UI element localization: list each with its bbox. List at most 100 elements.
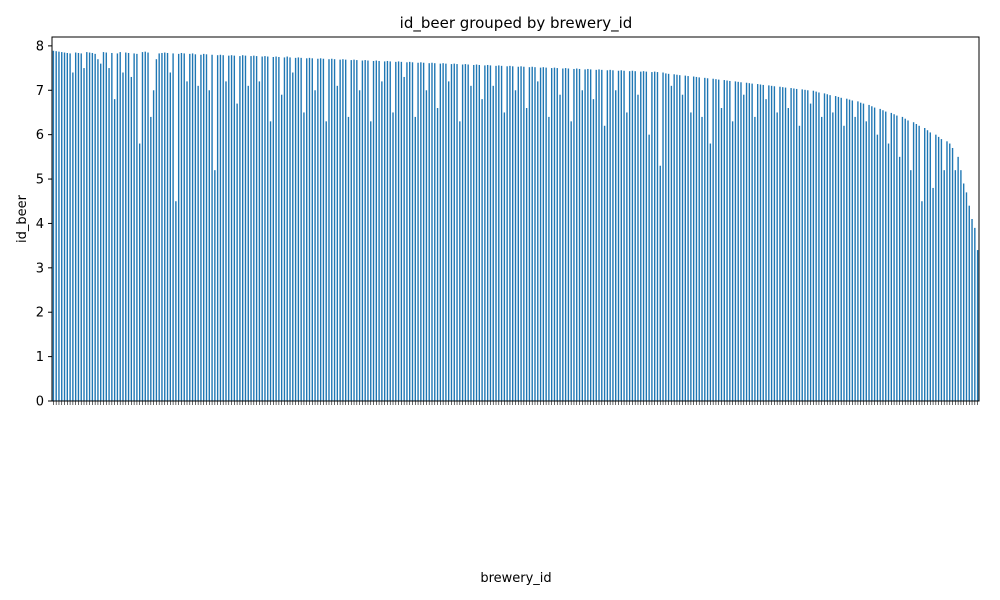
bar [670, 85, 673, 401]
bar [576, 68, 578, 402]
bar [578, 68, 581, 402]
bar [473, 64, 475, 401]
bar [720, 108, 723, 402]
bar [289, 57, 291, 402]
bar [779, 86, 781, 401]
bar [756, 84, 759, 402]
chart-title: id_beer grouped by brewery_id [400, 14, 633, 33]
bar [615, 90, 617, 402]
bar [976, 250, 979, 401]
bar [194, 54, 197, 402]
bar [439, 63, 442, 401]
bar [837, 96, 840, 402]
y-tick-label: 6 [36, 128, 44, 143]
bar [890, 112, 892, 401]
bar [122, 72, 124, 401]
bar [935, 134, 937, 401]
bar [642, 71, 645, 402]
bar [447, 81, 450, 401]
bar [762, 84, 764, 401]
bar [879, 108, 881, 401]
bar [381, 81, 383, 401]
bar [216, 55, 219, 401]
bar [250, 56, 252, 402]
bar [203, 53, 205, 402]
bar [951, 147, 954, 401]
bar [949, 143, 951, 402]
bar [537, 81, 539, 401]
bar [461, 64, 464, 402]
bar [442, 63, 444, 401]
bar [300, 57, 302, 402]
bar [222, 55, 224, 401]
bar [498, 65, 500, 401]
bar [965, 192, 968, 401]
bar [584, 69, 586, 402]
bar [267, 56, 269, 401]
bar [311, 58, 313, 402]
bar [403, 76, 405, 401]
bar [684, 75, 686, 402]
bar [342, 59, 344, 401]
bar [690, 112, 692, 402]
bar [361, 60, 364, 401]
bar [150, 116, 152, 402]
bar [840, 97, 842, 401]
bar [272, 56, 274, 401]
bar [350, 60, 352, 401]
bar [743, 94, 745, 402]
bar [912, 122, 915, 401]
bar [729, 80, 731, 401]
bar [784, 87, 787, 401]
bar [859, 102, 862, 401]
bar [587, 68, 589, 402]
bar [542, 67, 545, 401]
bar [795, 88, 798, 401]
bar [333, 59, 336, 401]
bar [940, 139, 943, 401]
bar [80, 53, 82, 402]
bar [233, 55, 236, 401]
bar [94, 53, 96, 402]
y-tick-label: 4 [36, 217, 44, 232]
bar [280, 94, 283, 402]
bar [748, 83, 751, 402]
bar [127, 52, 130, 401]
bar [871, 106, 873, 401]
bar [111, 52, 113, 401]
bar [367, 60, 369, 401]
bar [581, 90, 583, 402]
bar [456, 64, 458, 401]
bar [687, 76, 689, 401]
bar [228, 55, 230, 401]
bar [893, 114, 895, 402]
plot-frame [51, 36, 980, 402]
bar [130, 76, 133, 401]
bar [740, 82, 742, 401]
bar [857, 101, 859, 402]
bar [308, 57, 311, 402]
bar [208, 90, 210, 402]
bar [219, 54, 222, 401]
bar [239, 56, 241, 402]
bar [83, 68, 85, 401]
bar [601, 69, 603, 401]
bar [74, 52, 77, 401]
bar [406, 62, 408, 402]
bar [183, 53, 185, 402]
bar [679, 75, 681, 402]
bar [52, 50, 55, 401]
bar [495, 65, 497, 401]
bar [704, 77, 706, 401]
bar [818, 92, 820, 402]
bar [386, 60, 389, 401]
bar [147, 52, 149, 401]
bar [851, 100, 854, 401]
bar [634, 71, 636, 402]
bar [269, 121, 272, 401]
y-tick-label: 8 [36, 39, 44, 54]
bar [974, 227, 976, 401]
bar [723, 80, 725, 401]
bar [478, 64, 480, 401]
bar [946, 141, 948, 401]
